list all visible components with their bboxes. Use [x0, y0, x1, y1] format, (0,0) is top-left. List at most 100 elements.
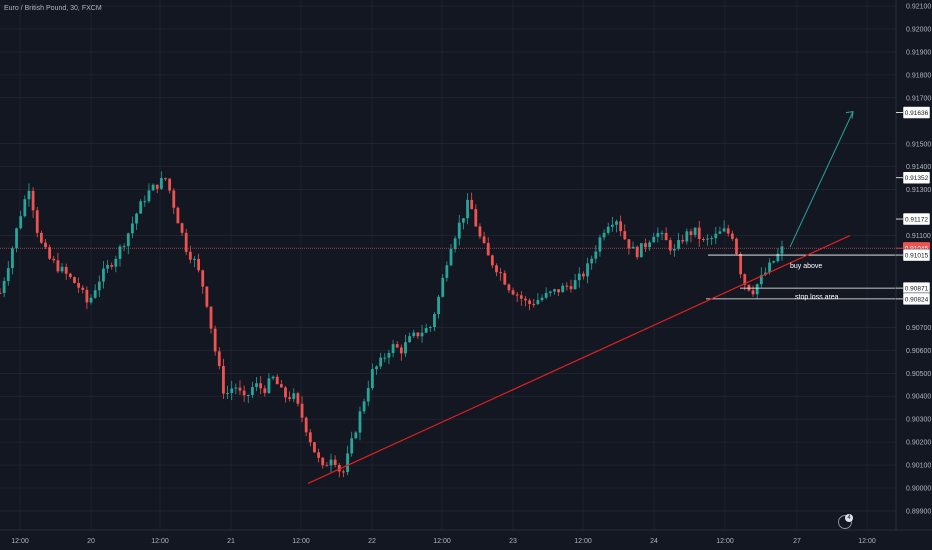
candle-body: [449, 248, 453, 266]
candle-body: [164, 178, 167, 180]
candle-body: [755, 284, 759, 295]
candle-body: [184, 232, 188, 252]
price-tag-label: 0.91172: [905, 217, 928, 224]
candle-body: [288, 397, 292, 399]
candle-body: [586, 263, 589, 277]
price-axis-label: 0.91800: [906, 72, 931, 79]
candle-body: [131, 223, 134, 234]
candle-body: [155, 184, 159, 189]
candle-body: [768, 262, 771, 273]
candle-body: [350, 438, 354, 454]
candle-body: [259, 383, 263, 389]
symbol-title[interactable]: Euro / British Pound, 30, FXCM: [4, 5, 102, 12]
time-axis[interactable]: 12:00 20 12:00 21 12:00 22 12:00 23 12:00 24 12:00…: [11, 538, 876, 545]
candle-body: [23, 199, 27, 217]
price-axis-label: 0.90400: [906, 394, 931, 401]
candle-body: [710, 238, 714, 240]
candle-body: [135, 213, 138, 224]
horizontal-levels[interactable]: [706, 254, 896, 300]
notification-badge: 4: [845, 514, 853, 522]
candle-body: [499, 272, 503, 274]
candle-body: [635, 246, 639, 258]
candle-body: [470, 199, 474, 210]
candle-body: [176, 207, 180, 224]
price-tag-label: 0.91636: [905, 110, 929, 117]
candle-body: [122, 246, 126, 248]
candle-body: [81, 287, 85, 290]
candle-body: [565, 285, 569, 287]
candle-body: [102, 268, 105, 282]
candle-body: [532, 303, 536, 305]
candle-body: [222, 366, 225, 394]
candle-body: [404, 342, 407, 354]
candle-body: [739, 253, 743, 275]
candle-body: [685, 231, 689, 242]
candle-body: [652, 236, 656, 243]
candle-body: [15, 228, 18, 249]
candle-body: [205, 286, 209, 307]
candle-body: [296, 393, 300, 404]
price-axis-label: 0.91300: [906, 187, 931, 194]
candle-body: [445, 265, 449, 278]
candle-body: [524, 298, 527, 301]
chart-grid: [0, 0, 896, 530]
price-axis-label: 0.90500: [906, 371, 931, 378]
price-axis[interactable]: 0.92100 0.92000 0.91900 0.91800 0.91700 0.915…: [906, 4, 931, 516]
candle-body: [354, 432, 358, 439]
candle-body: [408, 336, 412, 343]
candle-body: [730, 233, 734, 239]
price-axis-label: 0.90600: [906, 348, 931, 355]
candle-body: [242, 390, 246, 396]
candle-body: [271, 376, 275, 379]
candle-body: [329, 459, 333, 466]
candle-body: [540, 297, 544, 301]
candle-body: [255, 383, 258, 388]
candle-body: [735, 238, 738, 254]
candle-body: [416, 332, 420, 337]
candle-body: [598, 237, 602, 252]
buy-above-label: buy above: [790, 263, 822, 270]
arrow-head: [845, 111, 854, 119]
projection-arrow[interactable]: [789, 111, 854, 248]
price-axis-label: 0.92000: [906, 27, 931, 34]
candle-body: [250, 387, 254, 396]
candle-body: [39, 232, 43, 243]
candle-body: [677, 240, 680, 249]
candle-body: [52, 258, 56, 261]
price-axis-label: 0.90000: [906, 486, 931, 493]
candle-body: [507, 284, 511, 291]
candle-body: [118, 246, 122, 259]
time-axis-label: 12:00: [716, 538, 734, 545]
candle-body: [437, 296, 440, 315]
price-axis-label: 0.91100: [906, 233, 931, 240]
time-axis-label: 12:00: [151, 538, 169, 545]
candle-body: [151, 184, 155, 191]
trendline[interactable]: [307, 235, 851, 484]
candle-body: [615, 221, 618, 225]
candle-body: [515, 294, 519, 296]
candle-body: [217, 351, 221, 367]
candle-body: [548, 291, 552, 293]
candle-body: [48, 247, 52, 259]
candle-body: [747, 284, 751, 291]
candle-body: [780, 246, 784, 254]
candle-body: [292, 393, 296, 399]
candle-body: [197, 258, 201, 271]
candle-body: [664, 232, 668, 241]
candle-body: [284, 387, 287, 398]
candle-body: [631, 246, 635, 249]
candle-body: [648, 242, 651, 248]
candle-body: [110, 265, 114, 267]
candle-body: [424, 328, 428, 333]
candle-body: [97, 281, 101, 291]
candle-body: [557, 289, 560, 293]
price-tag-label: 0.90871: [905, 286, 929, 293]
candle-series[interactable]: [0, 171, 784, 478]
candle-body: [602, 232, 606, 238]
candle-body: [139, 201, 143, 214]
candle-body: [718, 231, 722, 234]
candle-body: [706, 238, 709, 240]
candle-body: [201, 270, 205, 287]
candle-body: [172, 190, 176, 208]
